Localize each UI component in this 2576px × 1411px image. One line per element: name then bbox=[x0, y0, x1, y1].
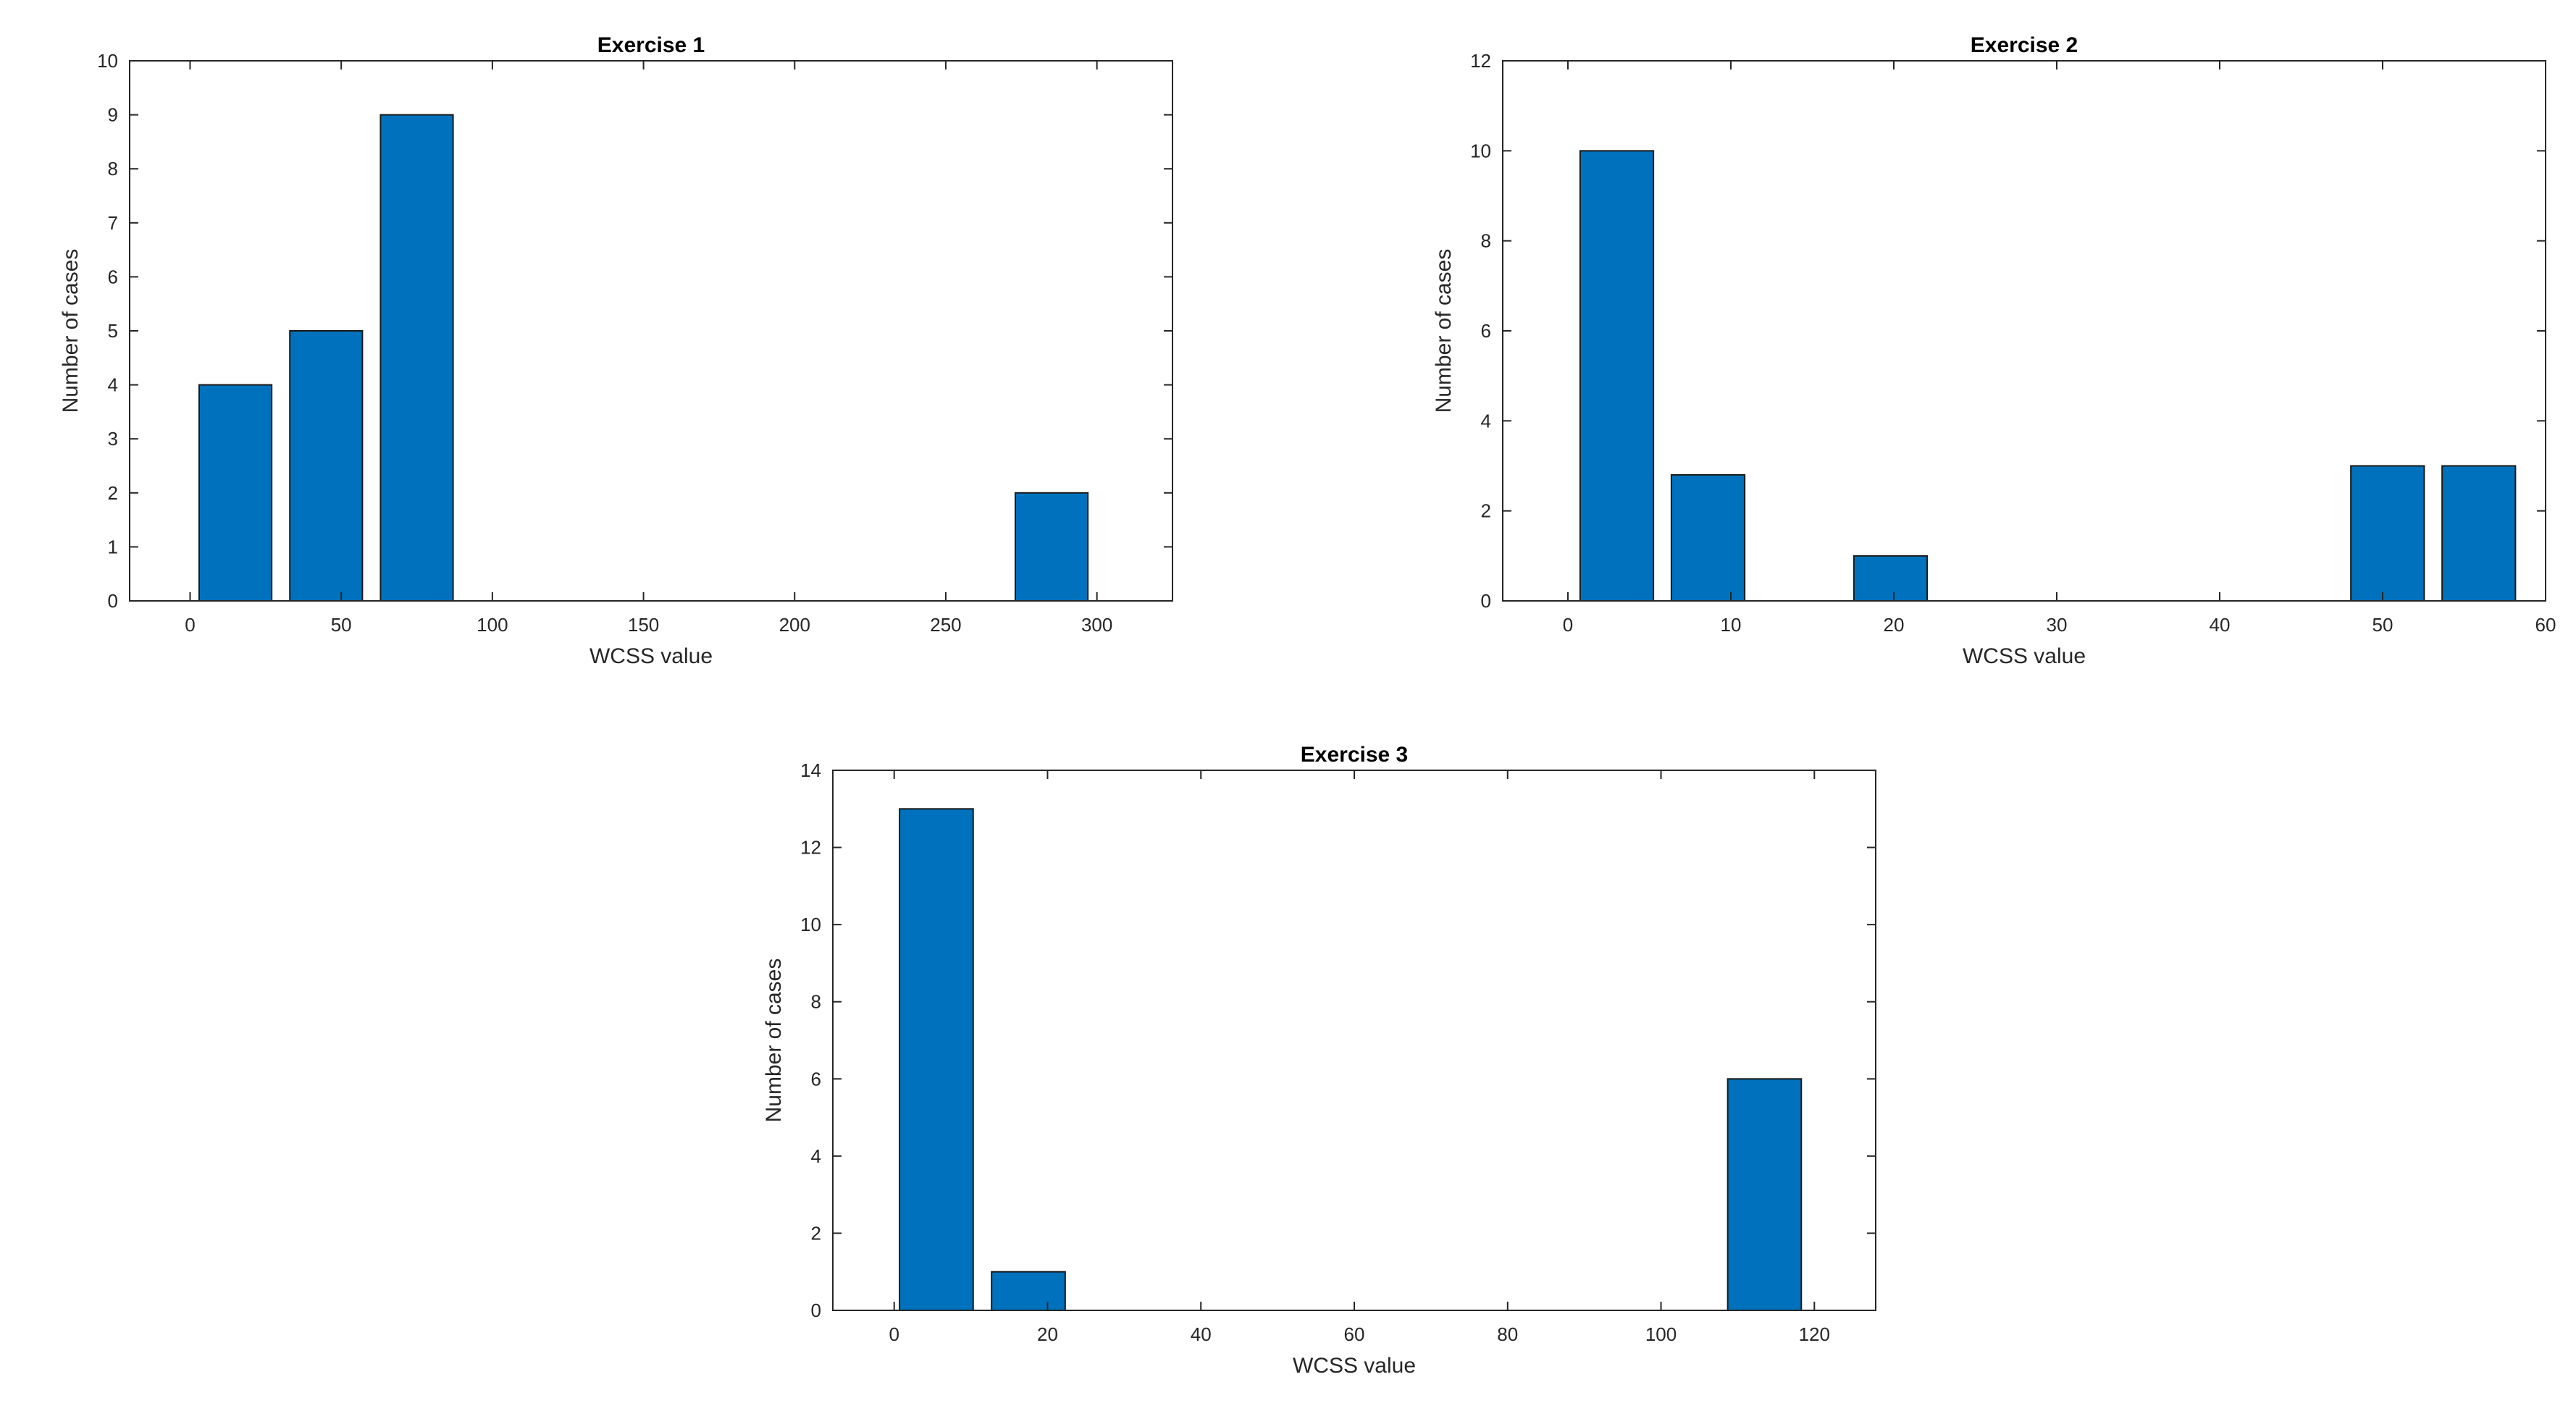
bar bbox=[379, 114, 454, 602]
y-tick-label: 4 bbox=[811, 1145, 821, 1167]
x-tick-label: 100 bbox=[1645, 1323, 1677, 1345]
y-tick-label: 0 bbox=[811, 1300, 821, 1321]
y-tick-label: 6 bbox=[108, 266, 118, 287]
x-tick-label: 20 bbox=[1884, 614, 1905, 636]
bar bbox=[1670, 473, 1746, 602]
y-tick-label: 10 bbox=[800, 914, 821, 935]
y-tick-label: 10 bbox=[97, 50, 118, 72]
x-tick-label: 150 bbox=[628, 614, 659, 636]
bar bbox=[1853, 555, 1929, 602]
x-tick-label: 60 bbox=[1344, 1323, 1365, 1345]
plot-area bbox=[833, 770, 1876, 1310]
y-tick-label: 10 bbox=[1470, 140, 1491, 161]
bar bbox=[198, 384, 273, 602]
y-tick-label: 2 bbox=[108, 482, 118, 504]
y-axis-label: Number of cases bbox=[59, 249, 83, 413]
chart-exercise-2: 0 10 20 30 40 50 60 0 2 4 6 8 10 12 Exercise 2 WCSS val… bbox=[1432, 33, 2556, 668]
y-tick-label: 8 bbox=[108, 158, 118, 180]
y-tick-label: 4 bbox=[1481, 410, 1491, 431]
bar bbox=[2441, 465, 2517, 602]
chart-title: Exercise 2 bbox=[1971, 33, 2078, 57]
x-tick-label: 250 bbox=[930, 614, 961, 636]
x-tick-label: 200 bbox=[779, 614, 810, 636]
x-tick-label: 80 bbox=[1497, 1323, 1518, 1345]
y-tick-label: 3 bbox=[108, 428, 118, 450]
y-tick-label: 0 bbox=[1481, 590, 1491, 612]
y-tick-label: 7 bbox=[108, 212, 118, 234]
y-tick-label: 12 bbox=[1470, 50, 1491, 72]
bar bbox=[899, 808, 974, 1312]
x-tick-label: 50 bbox=[331, 614, 352, 636]
bar bbox=[1727, 1078, 1803, 1312]
y-tick-label: 8 bbox=[1481, 230, 1491, 252]
x-axis-label: WCSS value bbox=[1293, 1354, 1416, 1378]
y-tick-label: 5 bbox=[108, 320, 118, 342]
x-tick-label: 0 bbox=[185, 614, 195, 636]
x-tick-label: 20 bbox=[1037, 1323, 1058, 1345]
y-tick-label: 6 bbox=[811, 1068, 821, 1090]
x-axis-label: WCSS value bbox=[1963, 644, 2086, 668]
bar bbox=[991, 1271, 1066, 1311]
x-axis-label: WCSS value bbox=[590, 644, 713, 668]
y-tick-label: 4 bbox=[108, 374, 118, 396]
y-tick-label: 14 bbox=[800, 759, 821, 781]
x-tick-label: 300 bbox=[1081, 614, 1112, 636]
x-tick-label: 60 bbox=[2535, 614, 2556, 636]
x-tick-label: 0 bbox=[889, 1323, 899, 1345]
chart-title: Exercise 1 bbox=[597, 33, 705, 57]
x-tick-label: 100 bbox=[477, 614, 508, 636]
y-tick-label: 2 bbox=[1481, 500, 1491, 522]
bar bbox=[1014, 492, 1089, 602]
x-tick-label: 120 bbox=[1799, 1323, 1830, 1345]
y-tick-label: 1 bbox=[108, 536, 118, 557]
bar bbox=[2350, 465, 2425, 602]
y-tick-label: 8 bbox=[811, 991, 821, 1013]
chart-exercise-1: 0 50 100 150 200 250 300 0 1 2 3 4 5 6 7 8 9 10 Exercise 1… bbox=[59, 33, 1173, 668]
y-tick-label: 2 bbox=[811, 1222, 821, 1244]
y-tick-label: 12 bbox=[800, 837, 821, 859]
x-tick-label: 50 bbox=[2372, 614, 2394, 636]
bar bbox=[289, 330, 364, 602]
x-tick-label: 40 bbox=[2210, 614, 2231, 636]
y-tick-label: 6 bbox=[1481, 320, 1491, 342]
chart-title: Exercise 3 bbox=[1301, 743, 1408, 767]
y-tick-label: 0 bbox=[108, 590, 118, 612]
y-axis-label: Number of cases bbox=[1432, 249, 1456, 413]
y-tick-label: 9 bbox=[108, 104, 118, 126]
x-tick-label: 0 bbox=[1563, 614, 1573, 636]
y-axis-label: Number of cases bbox=[762, 959, 786, 1123]
x-tick-label: 10 bbox=[1721, 614, 1742, 636]
x-tick-label: 30 bbox=[2047, 614, 2068, 636]
chart-exercise-3: 0 20 40 60 80 100 120 0 2 4 6 8 10 12 14 Exercise 3 WCSS… bbox=[762, 743, 1876, 1378]
x-tick-label: 40 bbox=[1191, 1323, 1212, 1345]
bar bbox=[1579, 150, 1655, 602]
